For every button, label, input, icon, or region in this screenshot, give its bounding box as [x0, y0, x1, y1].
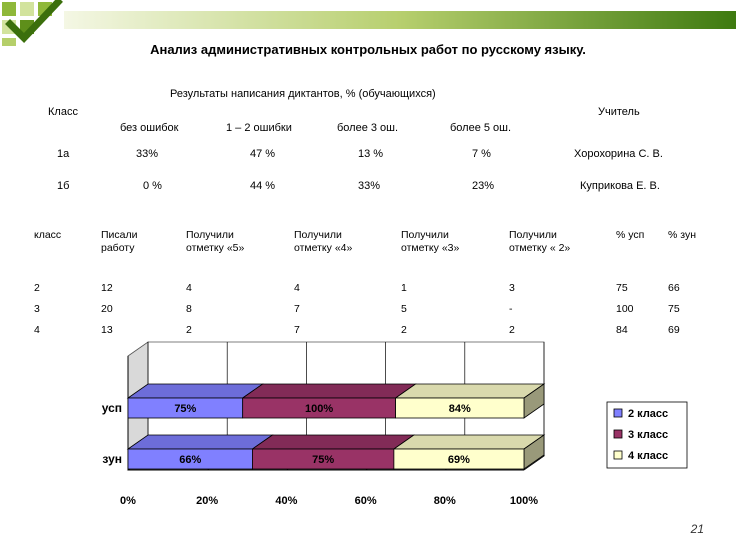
data-label: 100%: [305, 403, 333, 415]
table2-cell: 13: [101, 324, 113, 336]
table1-subcol: более 5 ош.: [450, 122, 512, 134]
table1-col-teacher: Учитель: [598, 106, 640, 118]
bar: [395, 397, 525, 419]
table2-cell: 100: [616, 303, 634, 315]
table1-cell: 7 %: [472, 148, 491, 160]
table2-cell: 84: [616, 324, 628, 336]
table2-header: % усп: [616, 229, 645, 241]
table2-header: класс: [34, 229, 62, 241]
table2-cell: 4: [186, 282, 192, 294]
table2-cell: 75: [616, 282, 628, 294]
table2-cell: 2: [34, 282, 40, 294]
table2-cell: 2: [401, 324, 407, 336]
deco-square: [2, 2, 16, 16]
table1-col-class: Класс: [48, 106, 78, 118]
data-label: 75%: [174, 403, 196, 415]
table2-header: Получили отметку «3»: [401, 229, 460, 254]
x-tick-label: 20%: [196, 495, 218, 507]
table2-cell: 3: [509, 282, 515, 294]
table1-subcol: без ошибок: [120, 122, 179, 134]
table1-cell: 44 %: [250, 180, 276, 192]
table2-header: % зун: [668, 229, 696, 241]
table2-cell: 69: [668, 324, 680, 336]
table2-cell: 3: [34, 303, 40, 315]
x-tick-label: 60%: [355, 495, 377, 507]
table2-header: Получили отметку «5»: [186, 229, 245, 254]
table1-cell: 0 %: [143, 180, 162, 192]
table1-cell-teacher: Хорохорина С. В.: [574, 148, 663, 160]
bar-top: [394, 383, 546, 399]
category-label: усп: [102, 401, 122, 415]
table1-header-group: Результаты написания диктантов, % (обуча…: [170, 88, 436, 100]
table1-subcol: более 3 ош.: [337, 122, 399, 134]
table2-header: Получили отметку «4»: [294, 229, 353, 254]
table2-cell: 2: [186, 324, 192, 336]
bar-top: [126, 383, 264, 399]
table1-cell: 47 %: [250, 148, 276, 160]
table2-cell: 7: [294, 324, 300, 336]
table2-cell: 20: [101, 303, 113, 315]
table1-cell-class: 1б: [57, 180, 70, 192]
x-tick-label: 100%: [510, 495, 538, 507]
deco-square: [2, 38, 16, 46]
table1-cell: 13 %: [358, 148, 384, 160]
table2-cell: 7: [294, 303, 300, 315]
header-decoration: [2, 0, 736, 46]
data-label: 69%: [448, 454, 470, 466]
table1-cell: 33%: [136, 148, 159, 160]
legend-swatch: [613, 408, 623, 418]
x-tick-label: 40%: [275, 495, 297, 507]
table2-cell: 1: [401, 282, 407, 294]
page-number: 21: [690, 522, 704, 536]
table2-cell: 5: [401, 303, 407, 315]
table2-cell: -: [509, 303, 513, 315]
legend-label: 4 класс: [628, 450, 668, 462]
table2-header: Писали работу: [101, 229, 138, 254]
legend-swatch: [613, 429, 623, 439]
page-title: Анализ административных контрольных рабо…: [150, 42, 586, 57]
table2-cell: 2: [509, 324, 515, 336]
table2-cell: 8: [186, 303, 192, 315]
table1-cell: 33%: [358, 180, 381, 192]
x-tick-label: 0%: [120, 495, 136, 507]
legend-swatch: [613, 450, 623, 460]
gridline-floor: [523, 455, 545, 471]
x-tick-label: 80%: [434, 495, 456, 507]
table1-subcol: 1 – 2 ошибки: [226, 122, 292, 134]
bar-top: [126, 434, 274, 450]
table2-cell: 12: [101, 282, 113, 294]
table2-cell: 4: [294, 282, 300, 294]
table1-cell: 23%: [472, 180, 495, 192]
category-label: зун: [102, 452, 122, 466]
bar-top: [251, 434, 416, 450]
bar-top: [392, 434, 546, 450]
table1-cell-teacher: Куприкова Е. В.: [580, 180, 660, 192]
top-gradient-bar: [64, 11, 736, 29]
data-label: 75%: [312, 454, 334, 466]
table2-cell: 4: [34, 324, 40, 336]
bar-top: [241, 383, 417, 399]
legend-label: 3 класс: [628, 429, 668, 441]
data-label: 84%: [449, 403, 471, 415]
deco-square: [20, 2, 34, 16]
checkmark-icon: [5, 0, 63, 44]
legend-label: 2 класс: [628, 408, 668, 420]
data-label: 66%: [179, 454, 201, 466]
table2-header: Получили отметку « 2»: [509, 229, 571, 254]
table2-cell: 66: [668, 282, 680, 294]
table1-cell-class: 1а: [57, 148, 70, 160]
table2-cell: 75: [668, 303, 680, 315]
bar: [393, 448, 525, 470]
